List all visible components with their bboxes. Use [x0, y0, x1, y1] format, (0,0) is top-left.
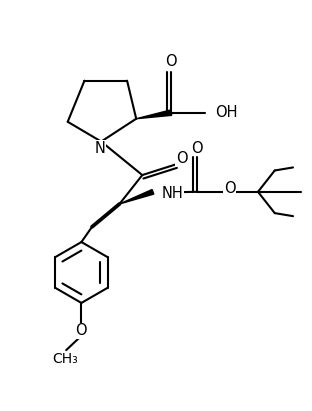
Text: CH₃: CH₃	[52, 352, 78, 366]
Text: O: O	[165, 54, 177, 69]
Text: O: O	[176, 151, 188, 166]
Polygon shape	[119, 189, 154, 204]
Text: OH: OH	[215, 105, 238, 120]
Polygon shape	[136, 110, 172, 119]
Text: N: N	[94, 141, 105, 156]
Text: O: O	[191, 141, 203, 156]
Text: O: O	[224, 181, 236, 196]
Text: NH: NH	[162, 186, 183, 201]
Text: O: O	[75, 323, 87, 338]
